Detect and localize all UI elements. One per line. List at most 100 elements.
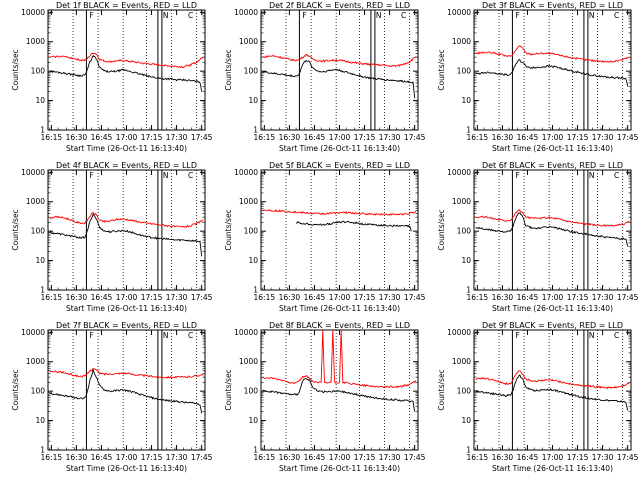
x-tick-label: 16:45 bbox=[304, 453, 326, 462]
y-axis-label: Counts/sec bbox=[437, 209, 446, 250]
x-tick-label: 17:30 bbox=[166, 293, 188, 302]
y-tick-label: 1 bbox=[40, 446, 45, 455]
y-tick-label: 1 bbox=[253, 446, 258, 455]
x-tick-label: 17:00 bbox=[116, 453, 138, 462]
panel-title: Det 8f BLACK = Events, RED = LLD bbox=[269, 321, 410, 330]
y-tick-label: 10000 bbox=[447, 168, 471, 177]
x-axis-label: Start Time (26-Oct-11 16:13:40) bbox=[279, 144, 400, 153]
event-marker-label: C bbox=[401, 11, 406, 20]
x-tick-label: 17:45 bbox=[404, 453, 426, 462]
detector-panel: Det 8f BLACK = Events, RED = LLD Counts/s… bbox=[224, 321, 426, 473]
y-tick-label: 1 bbox=[253, 286, 258, 295]
event-marker-label: C bbox=[188, 11, 193, 20]
series-red-line bbox=[49, 52, 204, 69]
x-tick-label: 16:45 bbox=[304, 133, 326, 142]
x-tick-label: 16:45 bbox=[91, 293, 113, 302]
y-axis-label: Counts/sec bbox=[11, 209, 20, 250]
x-tick-label: 16:15 bbox=[41, 293, 63, 302]
event-marker-label: F bbox=[89, 11, 93, 20]
y-axis-label: Counts/sec bbox=[437, 369, 446, 410]
detector-panel: Det 6f BLACK = Events, RED = LLD Counts/s… bbox=[437, 161, 639, 313]
x-tick-label: 17:15 bbox=[567, 453, 589, 462]
series-black-line bbox=[262, 377, 416, 412]
y-tick-label: 10 bbox=[35, 96, 45, 105]
series-black-line bbox=[475, 374, 629, 411]
y-tick-label: 1000 bbox=[452, 357, 471, 366]
y-tick-label: 10 bbox=[35, 256, 45, 265]
x-tick-label: 17:45 bbox=[404, 293, 426, 302]
x-tick-label: 17:45 bbox=[191, 133, 213, 142]
x-tick-label: 17:30 bbox=[592, 293, 614, 302]
x-tick-label: 16:15 bbox=[41, 133, 63, 142]
series-black-line bbox=[475, 58, 629, 87]
detector-panel: Det 4f BLACK = Events, RED = LLD Counts/s… bbox=[11, 161, 213, 313]
x-tick-label: 17:45 bbox=[617, 293, 639, 302]
panel-title: Det 3f BLACK = Events, RED = LLD bbox=[482, 1, 623, 10]
event-marker-label: C bbox=[614, 331, 619, 340]
y-tick-label: 1 bbox=[466, 286, 471, 295]
series-red-line bbox=[262, 208, 417, 216]
x-tick-label: 17:15 bbox=[141, 453, 163, 462]
x-tick-label: 17:00 bbox=[116, 293, 138, 302]
detector-panel: Det 1f BLACK = Events, RED = LLD Counts/s… bbox=[11, 1, 213, 153]
panel-title: Det 1f BLACK = Events, RED = LLD bbox=[56, 1, 197, 10]
x-axis-label: Start Time (26-Oct-11 16:13:40) bbox=[492, 144, 613, 153]
x-tick-label: 17:00 bbox=[542, 453, 564, 462]
detector-panel: Det 9f BLACK = Events, RED = LLD Counts/s… bbox=[437, 321, 639, 473]
y-tick-label: 1000 bbox=[452, 37, 471, 46]
x-tick-label: 16:30 bbox=[279, 293, 301, 302]
detector-panel: Det 2f BLACK = Events, RED = LLD Counts/s… bbox=[224, 1, 426, 153]
panel-title: Det 6f BLACK = Events, RED = LLD bbox=[482, 161, 623, 170]
event-marker-label: N bbox=[589, 171, 595, 180]
y-tick-label: 1000 bbox=[26, 197, 45, 206]
x-tick-label: 17:30 bbox=[166, 453, 188, 462]
x-tick-label: 16:30 bbox=[492, 133, 514, 142]
series-red-line bbox=[475, 370, 630, 390]
y-tick-label: 10 bbox=[248, 416, 258, 425]
y-tick-label: 100 bbox=[457, 67, 472, 76]
y-tick-label: 10 bbox=[248, 96, 258, 105]
event-marker-label: F bbox=[89, 171, 93, 180]
x-tick-label: 17:00 bbox=[542, 293, 564, 302]
y-tick-label: 10000 bbox=[21, 8, 45, 17]
x-axis-label: Start Time (26-Oct-11 16:13:40) bbox=[492, 464, 613, 473]
panel-title: Det 9f BLACK = Events, RED = LLD bbox=[482, 321, 623, 330]
x-tick-label: 16:15 bbox=[254, 453, 276, 462]
x-axis-label: Start Time (26-Oct-11 16:13:40) bbox=[66, 304, 187, 313]
series-black-line bbox=[475, 212, 629, 247]
x-tick-label: 17:30 bbox=[592, 453, 614, 462]
event-marker-label: F bbox=[302, 11, 306, 20]
x-axis-label: Start Time (26-Oct-11 16:13:40) bbox=[279, 464, 400, 473]
y-tick-label: 10000 bbox=[234, 8, 258, 17]
plot-frame bbox=[473, 9, 632, 131]
x-tick-label: 17:00 bbox=[329, 453, 351, 462]
x-tick-label: 16:45 bbox=[304, 293, 326, 302]
y-tick-label: 1000 bbox=[452, 197, 471, 206]
event-marker-label: N bbox=[163, 171, 169, 180]
detector-panel: Det 3f BLACK = Events, RED = LLD Counts/s… bbox=[437, 1, 639, 153]
x-tick-label: 17:30 bbox=[379, 133, 401, 142]
detector-panel: Det 7f BLACK = Events, RED = LLD Counts/s… bbox=[11, 321, 213, 473]
y-tick-label: 10 bbox=[35, 416, 45, 425]
plot-frame bbox=[260, 329, 419, 451]
y-axis-label: Counts/sec bbox=[224, 49, 233, 90]
y-tick-label: 100 bbox=[244, 227, 259, 236]
x-tick-label: 16:15 bbox=[254, 293, 276, 302]
plot-frame bbox=[473, 329, 632, 451]
y-tick-label: 100 bbox=[244, 387, 259, 396]
panel-title: Det 2f BLACK = Events, RED = LLD bbox=[269, 1, 410, 10]
plot-frame bbox=[47, 169, 206, 291]
x-tick-label: 16:45 bbox=[91, 133, 113, 142]
x-tick-label: 17:15 bbox=[354, 453, 376, 462]
event-marker-label: N bbox=[376, 11, 382, 20]
y-axis-label: Counts/sec bbox=[224, 369, 233, 410]
x-axis-label: Start Time (26-Oct-11 16:13:40) bbox=[66, 144, 187, 153]
x-tick-label: 17:15 bbox=[354, 133, 376, 142]
series-red-line bbox=[262, 329, 417, 389]
y-tick-label: 100 bbox=[244, 67, 259, 76]
x-tick-label: 16:30 bbox=[492, 293, 514, 302]
y-tick-label: 100 bbox=[31, 67, 46, 76]
y-tick-label: 100 bbox=[457, 387, 472, 396]
y-tick-label: 10000 bbox=[234, 328, 258, 337]
plot-frame bbox=[473, 169, 632, 291]
